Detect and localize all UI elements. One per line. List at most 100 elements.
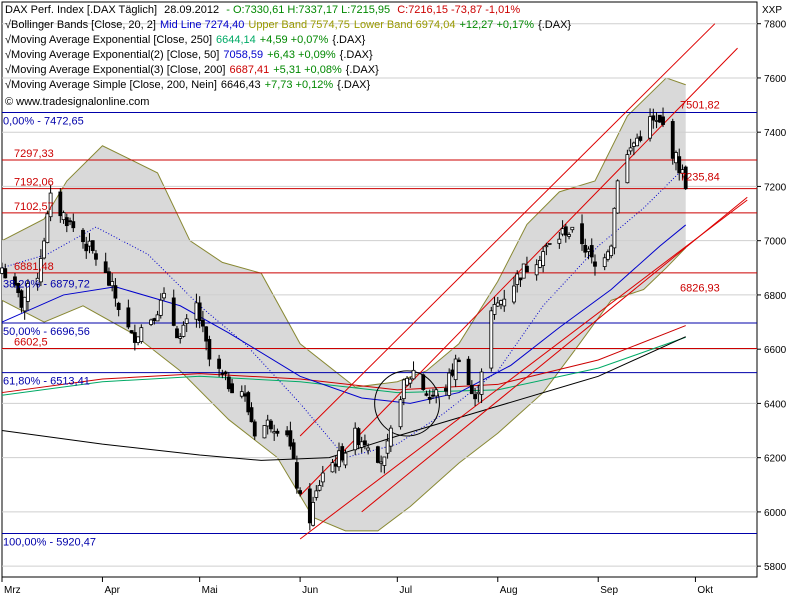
candle-down <box>466 358 471 386</box>
y-tick-label: 6200 <box>764 454 787 465</box>
candle-down <box>103 261 108 274</box>
candle-down <box>375 446 380 463</box>
candle-up <box>158 299 163 316</box>
candle-down <box>583 244 588 253</box>
candle-up <box>544 245 549 248</box>
legend-indicator-label: √Bollinger Bands [Close, 20, 2] <box>5 19 156 31</box>
candle-up <box>602 257 607 267</box>
candle-down <box>175 328 179 339</box>
candle-up <box>625 154 630 184</box>
candle-up <box>492 304 497 315</box>
candle-up <box>612 207 617 249</box>
candle-up <box>408 378 413 384</box>
candle-up <box>343 452 348 466</box>
candle-down <box>670 121 675 159</box>
legend-indicator-value: Upper Band 7574,75 <box>248 19 350 31</box>
candle-up <box>110 281 115 287</box>
candle-down <box>19 290 24 308</box>
candle-down <box>197 302 202 322</box>
x-tick-label: Aug <box>500 585 518 596</box>
candle-up <box>398 399 403 428</box>
candle-up <box>162 292 166 299</box>
candle-down <box>217 358 222 369</box>
circle-annotation <box>374 370 440 437</box>
candle-up <box>314 490 319 498</box>
candle-down <box>333 463 338 467</box>
price-level-label: 7102,57 <box>14 201 54 213</box>
candle-down <box>356 428 361 445</box>
candle-up <box>22 296 27 312</box>
candle-up <box>155 314 160 322</box>
candle-down <box>450 369 455 376</box>
candle-up <box>502 298 507 307</box>
fib-level-label: 38,20% - 6879,72 <box>3 278 90 290</box>
legend-indicator-value: +6,43 +0,09% <box>267 49 336 61</box>
legend: DAX Perf. Index [.DAX Täglich] 28.09.201… <box>5 4 571 108</box>
candle-down <box>201 319 205 327</box>
legend-indicator-label: √Moving Average Simple [Close, 200, Nein… <box>5 79 217 91</box>
fib-level-label: 0,00% - 7472,65 <box>3 115 84 127</box>
candle-down <box>94 253 98 260</box>
bollinger-upper-line <box>1 77 686 388</box>
candle-up <box>557 238 562 244</box>
legend-indicator-value: +7,73 +0,12% <box>265 79 334 91</box>
y-tick-label: 6400 <box>764 399 787 410</box>
candle-down <box>677 156 682 174</box>
price-level-label: 7297,33 <box>14 148 54 160</box>
legend-indicator-row: √Moving Average Exponential(3) [Close, 2… <box>5 64 379 76</box>
y-tick-label: 7400 <box>764 128 787 139</box>
candle-down <box>81 229 85 243</box>
legend-indicator-value: {.DAX} <box>346 64 379 76</box>
legend-instrument: DAX Perf. Index [.DAX Täglich] <box>5 4 157 16</box>
candle-up <box>654 120 659 122</box>
legend-indicator-row: √Moving Average Simple [Close, 200, Nein… <box>5 79 371 91</box>
legend-indicator-value: 6644,14 <box>216 34 256 46</box>
candle-down <box>16 283 21 294</box>
axes: 5800 6000 6200 6400 6600 6800 7000 7200 7400 7600… <box>1 20 787 596</box>
candle-up <box>388 427 393 447</box>
candle-up <box>631 142 636 147</box>
candle-down <box>113 285 118 299</box>
candle-down <box>431 394 435 397</box>
candle-down <box>116 302 121 311</box>
candle-up <box>489 310 494 369</box>
legend-close: C:7216,15 -73,87 -1,01% <box>397 4 520 16</box>
candle-down <box>340 446 345 461</box>
x-tick-label: Jun <box>302 585 318 596</box>
candle-up <box>330 462 335 473</box>
candle-up <box>515 273 520 285</box>
price-level-label: 6881,48 <box>14 261 54 273</box>
x-tick-label: Mai <box>202 585 218 596</box>
price-label: 7501,82 <box>680 100 720 112</box>
candle-up <box>353 427 358 451</box>
legend-title: DAX Perf. Index [.DAX Täglich] 28.09.201… <box>5 4 520 16</box>
candle-up <box>181 324 186 337</box>
candle-up <box>382 456 387 466</box>
legend-indicator-label: √Moving Average Exponential(2) [Close, 5… <box>5 49 219 61</box>
legend-source: © www.tradesignalonline.com <box>5 96 149 108</box>
legend-indicator-label: √Moving Average Exponential [Close, 250] <box>5 34 212 46</box>
candle-up <box>586 248 591 252</box>
candle-down <box>421 374 426 390</box>
candle-down <box>107 271 111 286</box>
candle-up <box>401 379 406 400</box>
candle-down <box>3 268 8 279</box>
candle-down <box>518 277 523 281</box>
candle-down <box>171 297 176 326</box>
candle-up <box>628 147 633 152</box>
legend-indicator-row: √Moving Average Exponential(2) [Close, 5… <box>5 49 373 61</box>
candle-down <box>243 393 247 397</box>
legend-indicator-value: {.DAX} <box>340 49 373 61</box>
candle-down <box>129 330 134 334</box>
candle-up <box>311 502 315 526</box>
candle-down <box>84 243 89 252</box>
x-tick-label: Jul <box>399 585 412 596</box>
candle-up <box>262 425 267 439</box>
candle-up <box>547 243 552 245</box>
price-label: 7235,84 <box>680 172 720 184</box>
sma200-line <box>1 336 686 461</box>
candle-down <box>683 166 688 190</box>
candle-down <box>246 392 251 413</box>
legend-indicator-value: 7058,59 <box>223 49 263 61</box>
